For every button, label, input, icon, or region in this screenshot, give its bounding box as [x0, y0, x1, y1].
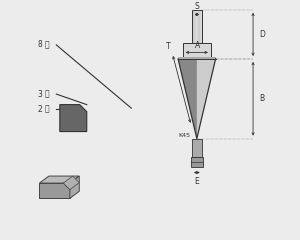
Bar	[178, 57, 216, 59]
Polygon shape	[63, 176, 79, 190]
Polygon shape	[39, 176, 79, 183]
Text: 3: 3	[37, 90, 42, 99]
Polygon shape	[197, 59, 216, 138]
Text: 分: 分	[44, 105, 49, 114]
Bar	[192, 138, 202, 157]
Text: B: B	[259, 94, 264, 103]
Bar	[183, 42, 211, 59]
Text: T: T	[167, 42, 171, 51]
Text: 分: 分	[44, 40, 49, 49]
Text: 2: 2	[37, 105, 42, 114]
Text: S: S	[194, 2, 199, 11]
Text: 8: 8	[37, 40, 42, 49]
Polygon shape	[70, 176, 79, 198]
Text: K45: K45	[178, 132, 190, 138]
Polygon shape	[63, 183, 70, 190]
Text: A: A	[195, 41, 200, 50]
Text: 分: 分	[44, 90, 49, 99]
Bar	[192, 10, 202, 42]
Text: D: D	[259, 30, 265, 39]
Polygon shape	[39, 183, 70, 198]
Bar	[191, 157, 203, 167]
Polygon shape	[178, 59, 197, 138]
Polygon shape	[60, 105, 87, 132]
Text: E: E	[194, 177, 199, 186]
